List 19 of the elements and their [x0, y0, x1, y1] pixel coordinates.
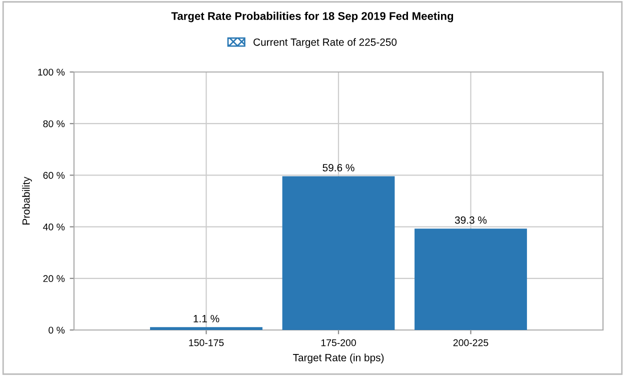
y-tick-label: 80 %: [43, 120, 65, 128]
bar: [414, 228, 527, 330]
x-axis-title: Target Rate (in bps): [293, 354, 384, 364]
x-tick-label: 200-225: [453, 339, 488, 346]
y-tick-label: 0 %: [48, 326, 65, 334]
y-axis-title: Probability: [22, 176, 32, 224]
data-label: 59.6 %: [322, 164, 354, 172]
legend-label: Current Target Rate of 225-250: [254, 38, 397, 48]
x-tick-label: 175-200: [321, 339, 356, 346]
y-tick-label: 20 %: [43, 275, 65, 282]
chart-title: Target Rate Probabilities for 18 Sep 2019 Fed Meeting: [171, 12, 454, 22]
y-tick-label: 60 %: [43, 172, 65, 179]
data-label: 39.3 %: [454, 216, 487, 224]
x-tick-label: 150-175: [189, 339, 224, 346]
data-label: 1.1 %: [194, 314, 220, 322]
bar: [282, 176, 395, 330]
y-tick-label: 100 %: [38, 68, 65, 76]
y-tick-label: 40 %: [43, 224, 65, 230]
bar: [150, 327, 262, 330]
